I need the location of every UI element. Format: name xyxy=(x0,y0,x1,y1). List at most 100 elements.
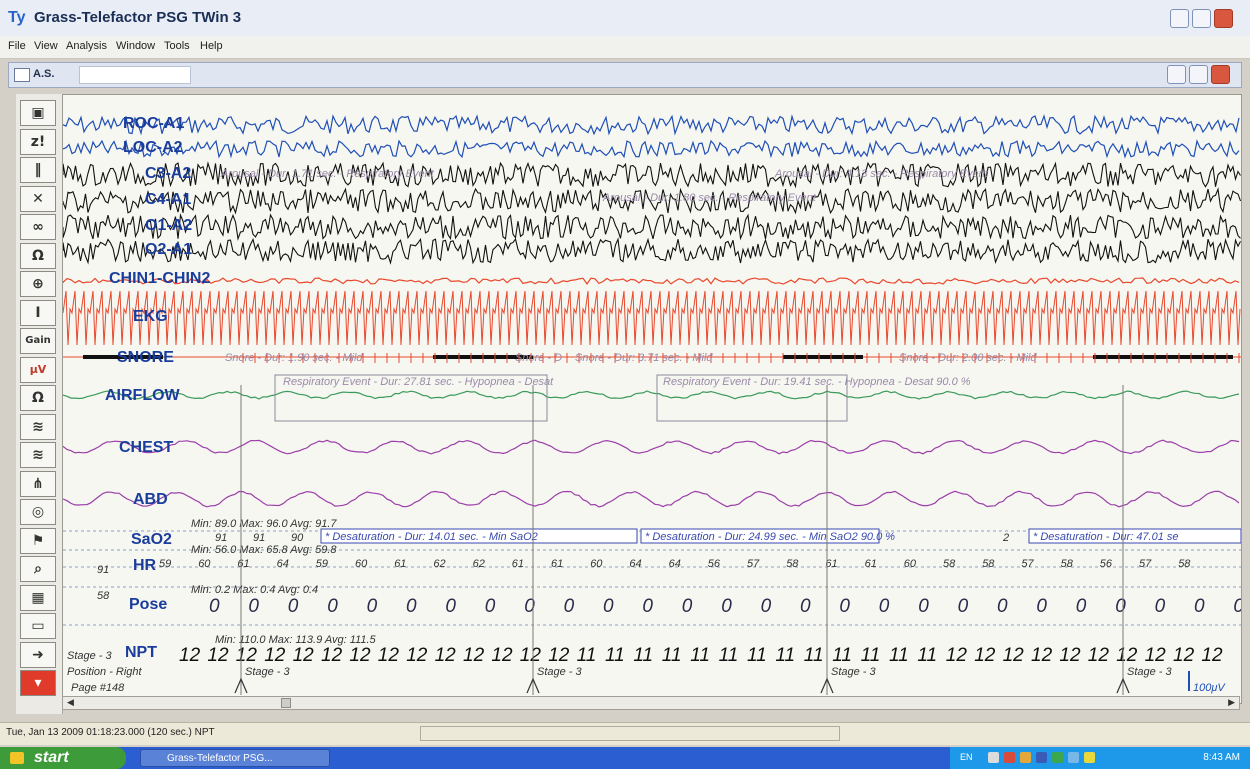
status-bar: Tue, Jan 13 2009 01:18:23.000 (120 sec.)… xyxy=(0,722,1250,745)
hr-value: 58 xyxy=(982,558,995,570)
close-icon[interactable]: ✕ xyxy=(20,185,56,212)
polysomnography-viewer[interactable]: ROC-A1 LOC-A2 C3-A2 C4-A1 O1-A2 O2-A1 CHIN1-CH… xyxy=(62,94,1244,704)
npt-value: 12 xyxy=(491,645,513,666)
side-value-sao2: 91 xyxy=(97,564,109,576)
export-icon[interactable]: ➜ xyxy=(20,641,56,668)
record-icon[interactable]: ▣ xyxy=(20,100,56,126)
stage-marker-3-label: Stage - 3 xyxy=(831,666,877,678)
grid-icon[interactable]: ▦ xyxy=(20,584,56,611)
stage-marker-1-label: Stage - 3 xyxy=(245,666,291,678)
doc-close-button[interactable] xyxy=(1211,65,1230,84)
npt-value: 11 xyxy=(832,645,852,666)
hr-value: 57 xyxy=(1139,558,1152,570)
hr-value: 60 xyxy=(904,558,917,570)
pose-value: 0 xyxy=(1076,596,1087,617)
people-icon[interactable]: ⚑ xyxy=(20,527,56,554)
filter-icon[interactable]: ≋ xyxy=(20,413,56,440)
loc-a2-trace xyxy=(62,139,1240,159)
snore-annotation-1: Snore - Dur: 1.90 sec. - Mild xyxy=(225,352,363,364)
close-button[interactable] xyxy=(1214,9,1233,28)
npt-value: 12 xyxy=(264,645,286,666)
montage-icon[interactable]: ⋔ xyxy=(20,470,56,497)
npt-value: 12 xyxy=(321,645,343,666)
menu-tools[interactable]: Tools xyxy=(164,40,190,52)
channel-label-airflow: AIRFLOW xyxy=(105,387,181,404)
glasses-icon[interactable]: ∞ xyxy=(20,214,56,240)
scroll-thumb[interactable] xyxy=(281,698,291,708)
pause-icon[interactable]: ‖ xyxy=(20,157,56,183)
tray-monitor-icon[interactable] xyxy=(1052,752,1063,763)
hr-value: 60 xyxy=(198,558,211,570)
minimize-button[interactable] xyxy=(1170,9,1189,28)
dropdown-icon[interactable]: ▾ xyxy=(20,670,56,696)
hr-value: 61 xyxy=(394,558,406,570)
maximize-button[interactable] xyxy=(1192,9,1211,28)
tray-alert-icon[interactable] xyxy=(1084,752,1095,763)
tray-network-icon[interactable] xyxy=(988,752,999,763)
npt-value: 12 xyxy=(293,645,315,666)
target-icon[interactable]: ⊕ xyxy=(20,271,56,297)
desat-annotation-2: * Desaturation - Dur: 24.99 sec. - Min S… xyxy=(645,531,895,543)
channel-label-hr: HR xyxy=(133,557,157,574)
zoom-icon[interactable]: z! xyxy=(20,128,56,155)
document-tab[interactable]: A.S. xyxy=(33,68,55,80)
ohm-icon[interactable]: Ω xyxy=(20,385,56,411)
npt-value: 11 xyxy=(719,645,739,666)
tray-update-icon[interactable] xyxy=(1020,752,1031,763)
npt-value: 12 xyxy=(236,645,258,666)
status-text: Tue, Jan 13 2009 01:18:23.000 (120 sec.)… xyxy=(6,727,215,738)
alarm-icon[interactable]: ◎ xyxy=(20,499,56,525)
npt-value: 12 xyxy=(946,645,968,666)
horizontal-scrollbar[interactable]: ◀ ▶ xyxy=(62,696,1240,710)
hr-value: 58 xyxy=(786,558,799,570)
npt-value: 12 xyxy=(974,645,996,666)
snore-annotation-3: Snore - Dur: 2.00 sec. - Mild xyxy=(899,352,1037,364)
doc-minimize-button[interactable] xyxy=(1167,65,1186,84)
menu-analysis[interactable]: Analysis xyxy=(66,40,107,52)
pose-value: 0 xyxy=(248,596,259,617)
tray-search-icon[interactable] xyxy=(1068,752,1079,763)
document-name-field[interactable] xyxy=(79,66,191,84)
filter2-icon[interactable]: ≋ xyxy=(20,442,56,468)
pose-value: 0 xyxy=(367,596,378,617)
gain-icon[interactable]: Gain xyxy=(20,328,56,354)
channel-label-npt: NPT xyxy=(125,644,157,661)
npt-value: 11 xyxy=(917,645,937,666)
pose-value: 0 xyxy=(1233,596,1241,617)
channel-label-chin1-chin2: CHIN1-CHIN2 xyxy=(109,270,210,287)
pose-value: 0 xyxy=(1194,596,1205,617)
impedance-icon[interactable]: Ω xyxy=(20,242,56,269)
taskbar-app-button[interactable]: Grass-Telefactor PSG... xyxy=(140,749,330,767)
menu-view[interactable]: View xyxy=(34,40,58,52)
cursor-icon[interactable]: I xyxy=(20,299,56,326)
hr-value: 56 xyxy=(1100,558,1113,570)
scroll-left-icon[interactable]: ◀ xyxy=(67,698,74,708)
pose-value: 0 xyxy=(839,596,850,617)
pose-value: 0 xyxy=(918,596,929,617)
camera-icon[interactable]: ▭ xyxy=(20,613,56,639)
npt-value: 11 xyxy=(775,645,795,666)
eeg-trace-2 xyxy=(62,187,1242,215)
stage-info: Stage - 3 xyxy=(67,650,113,662)
start-button[interactable]: start xyxy=(0,747,126,769)
tray-device-icon[interactable] xyxy=(1036,752,1047,763)
page-number: Page #148 xyxy=(71,682,125,694)
eeg-trace-3 xyxy=(62,213,1241,241)
language-indicator[interactable]: EN xyxy=(960,752,973,762)
pose-value: 0 xyxy=(997,596,1008,617)
tray-security-icon[interactable] xyxy=(1004,752,1015,763)
menu-file[interactable]: File xyxy=(8,40,26,52)
menu-help[interactable]: Help xyxy=(200,40,223,52)
doc-maximize-button[interactable] xyxy=(1189,65,1208,84)
channel-label-ekg: EKG xyxy=(133,308,168,325)
pose-value: 0 xyxy=(682,596,693,617)
pose-value: 0 xyxy=(1155,596,1166,617)
hr-value: 59 xyxy=(159,558,171,570)
pose-value: 0 xyxy=(1036,596,1047,617)
npt-value: 12 xyxy=(349,645,371,666)
hr-stats: Min: 56.0 Max: 65.8 Avg: 59.8 xyxy=(191,544,337,556)
menu-window[interactable]: Window xyxy=(116,40,156,52)
microvolt-icon[interactable]: μV xyxy=(20,356,56,383)
search-icon[interactable]: ⌕ xyxy=(20,556,56,582)
scroll-right-icon[interactable]: ▶ xyxy=(1228,698,1235,708)
